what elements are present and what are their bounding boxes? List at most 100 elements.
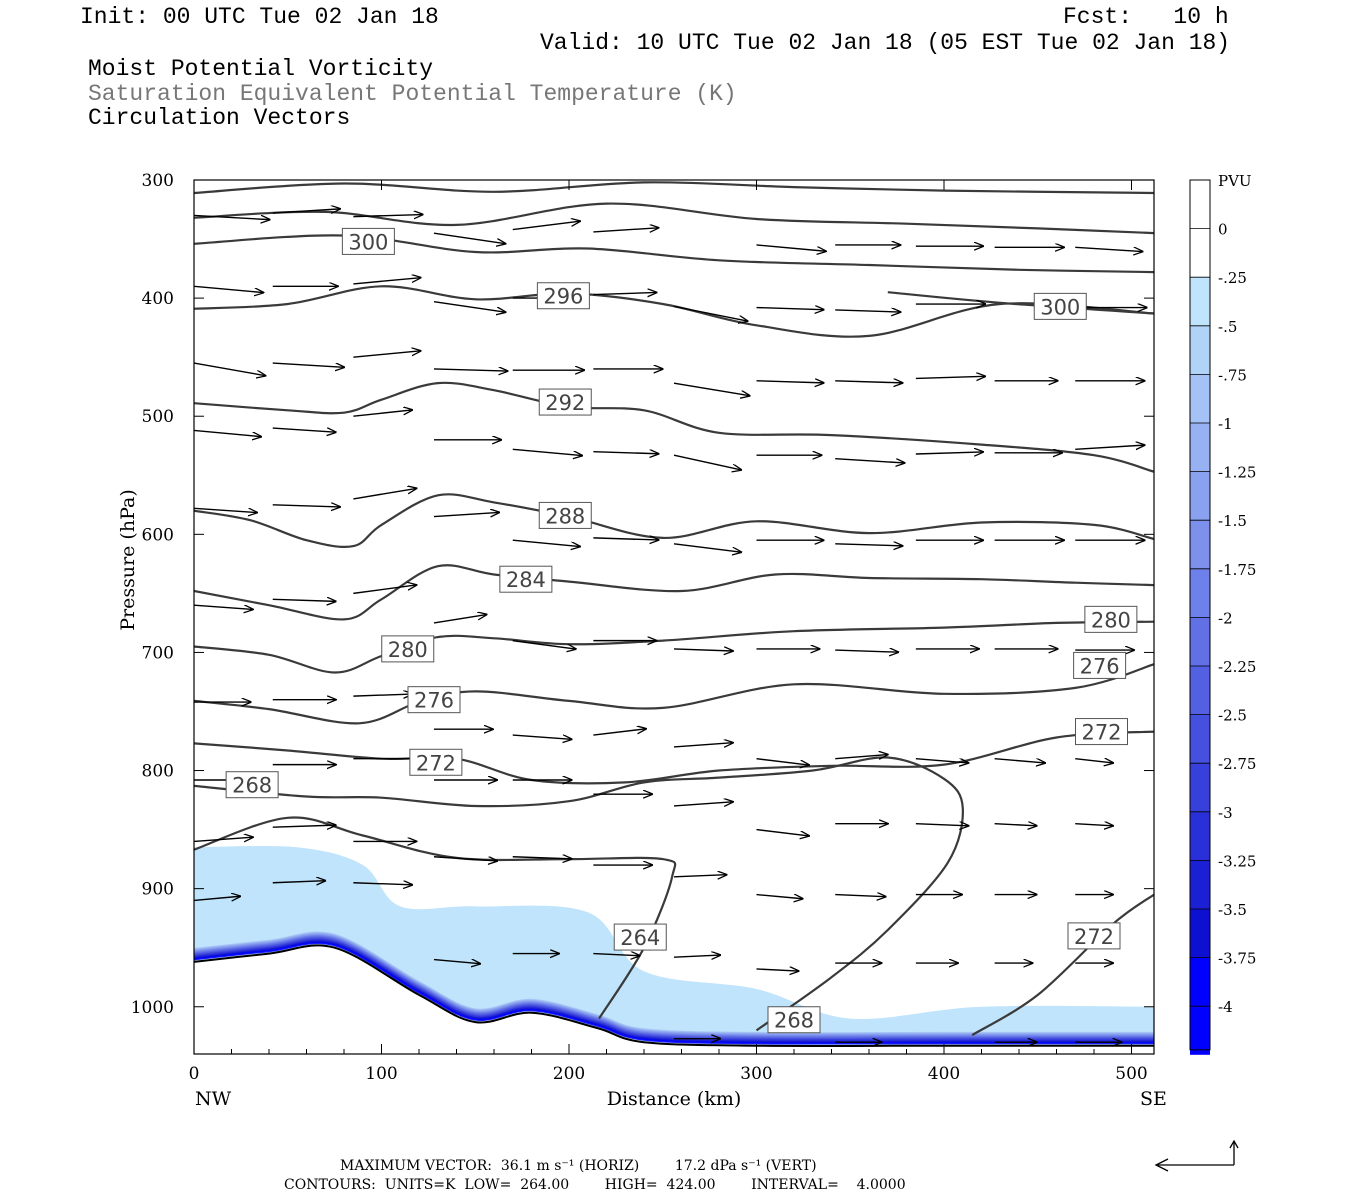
field-title-mpv: Moist Potential Vorticity bbox=[88, 56, 434, 82]
circulation-vectors bbox=[194, 209, 1147, 1042]
circulation-vector bbox=[272, 505, 340, 507]
colorbar-label: -2.5 bbox=[1218, 707, 1247, 725]
circulation-vector bbox=[433, 615, 487, 624]
contour-label-box bbox=[1075, 718, 1128, 746]
circulation-vector bbox=[512, 857, 572, 859]
y-tick-label: 600 bbox=[142, 525, 174, 545]
circulation-vector bbox=[915, 824, 969, 826]
colorbar-label: 0 bbox=[1218, 221, 1228, 239]
below-ground bbox=[194, 945, 1154, 1054]
circulation-vector bbox=[756, 969, 799, 971]
circulation-vector bbox=[194, 507, 257, 512]
contour-label: 280 bbox=[388, 638, 428, 662]
y-axis-title: Pressure (hPa) bbox=[117, 489, 139, 631]
circulation-vector bbox=[593, 452, 658, 454]
max-vector-note: MAXIMUM VECTOR: 36.1 m s⁻¹ (HORIZ) 17.2 … bbox=[340, 1158, 817, 1174]
contour-label-box bbox=[341, 227, 395, 255]
circulation-vector bbox=[194, 429, 261, 436]
circulation-vector bbox=[835, 650, 898, 652]
circulation-vector bbox=[353, 351, 420, 358]
circulation-vector bbox=[756, 308, 824, 310]
contour-line bbox=[194, 181, 1154, 195]
colorbar-label: -.75 bbox=[1218, 366, 1247, 384]
circulation-vector bbox=[835, 755, 888, 759]
contour-label-box bbox=[767, 1006, 821, 1034]
circulation-vector bbox=[512, 448, 582, 455]
plot-frame bbox=[193, 179, 1155, 1055]
contour-line bbox=[971, 893, 1154, 1037]
circulation-vector bbox=[433, 300, 505, 313]
circulation-vector bbox=[673, 454, 741, 470]
colorbar-swatch bbox=[1190, 763, 1210, 812]
circulation-vector bbox=[433, 369, 508, 371]
circulation-vector bbox=[512, 221, 580, 231]
colorbar-label: -1.25 bbox=[1218, 464, 1256, 482]
circulation-vector bbox=[194, 285, 263, 292]
contour-label: 276 bbox=[1080, 654, 1120, 678]
circulation-vector bbox=[512, 539, 580, 546]
contour-label: 272 bbox=[416, 751, 456, 775]
contour-label-box bbox=[613, 923, 667, 951]
init-time: Init: 00 UTC Tue 02 Jan 18 bbox=[80, 4, 439, 30]
contour-label-box bbox=[1033, 292, 1087, 320]
colorbar: 0 -.25 -.5 -.75 -1 -1.25 -1.5 -1.75 -2 -2.25 -2.5 -… bbox=[1189, 179, 1256, 1055]
contour-label-box bbox=[1084, 605, 1138, 633]
contour-label: 300 bbox=[348, 230, 388, 254]
circulation-vector bbox=[673, 802, 733, 806]
contour-line bbox=[194, 234, 1154, 274]
y-tick-label: 800 bbox=[142, 762, 174, 782]
circulation-vector bbox=[433, 512, 499, 516]
x-tick-label: 500 bbox=[1115, 1064, 1147, 1084]
terrain-surface bbox=[194, 944, 1154, 1047]
circulation-vector bbox=[673, 543, 741, 552]
contour-label: 288 bbox=[545, 504, 585, 528]
contour-line bbox=[887, 291, 1154, 315]
circulation-vector bbox=[353, 488, 416, 500]
circulation-vector bbox=[194, 837, 253, 841]
colorbar-swatch bbox=[1190, 811, 1210, 861]
circulation-vector bbox=[756, 381, 824, 383]
colorbar-label: -1 bbox=[1218, 415, 1233, 433]
contour-line bbox=[194, 381, 1154, 473]
contour-label: 268 bbox=[232, 774, 272, 798]
y-tick-label: 300 bbox=[142, 171, 174, 191]
circulation-vector bbox=[272, 599, 336, 601]
circulation-vector bbox=[915, 758, 969, 763]
y-tick-label: 1000 bbox=[131, 998, 174, 1018]
colorbar-label: -2.25 bbox=[1218, 658, 1256, 676]
circulation-vector bbox=[835, 310, 900, 312]
circulation-vector bbox=[272, 209, 340, 213]
colorbar-swatch bbox=[1190, 423, 1210, 472]
circulation-vector bbox=[353, 694, 412, 696]
y-tick-label: 700 bbox=[142, 643, 174, 663]
valid-time: Valid: 10 UTC Tue 02 Jan 18 (05 EST Tue … bbox=[540, 30, 1231, 56]
circulation-vector bbox=[433, 856, 497, 861]
circulation-vector bbox=[756, 244, 826, 251]
circulation-vector bbox=[194, 362, 265, 376]
contour-line bbox=[194, 493, 1154, 548]
circulation-vector bbox=[673, 649, 733, 651]
contour-label: 272 bbox=[1074, 925, 1114, 949]
reference-vector-icon bbox=[1154, 1139, 1239, 1172]
contour-label: 284 bbox=[506, 568, 546, 592]
circulation-vector bbox=[1075, 759, 1113, 763]
x-tick-label: 100 bbox=[365, 1064, 397, 1084]
colorbar-label: -3.75 bbox=[1218, 950, 1256, 968]
circulation-vector bbox=[433, 232, 505, 244]
circulation-vector bbox=[593, 538, 658, 540]
colorbar-frame bbox=[1189, 179, 1211, 1051]
contour-label: 296 bbox=[543, 285, 583, 309]
circulation-vector bbox=[673, 382, 750, 396]
circulation-vector bbox=[272, 825, 336, 827]
circulation-vector bbox=[994, 824, 1037, 826]
colorbar-label: -.25 bbox=[1218, 269, 1247, 287]
x-tick-label: 300 bbox=[740, 1064, 772, 1084]
x-end-label-right: SE bbox=[1140, 1088, 1167, 1110]
contour-line bbox=[194, 730, 1154, 785]
forecast-hour: Fcst: 10 h bbox=[1063, 4, 1229, 30]
x-tick-label: 200 bbox=[553, 1064, 585, 1084]
circulation-vector bbox=[673, 305, 748, 321]
circulation-vector bbox=[353, 410, 412, 417]
circulation-vector bbox=[756, 893, 803, 899]
colorbar-label: -.5 bbox=[1218, 318, 1237, 336]
